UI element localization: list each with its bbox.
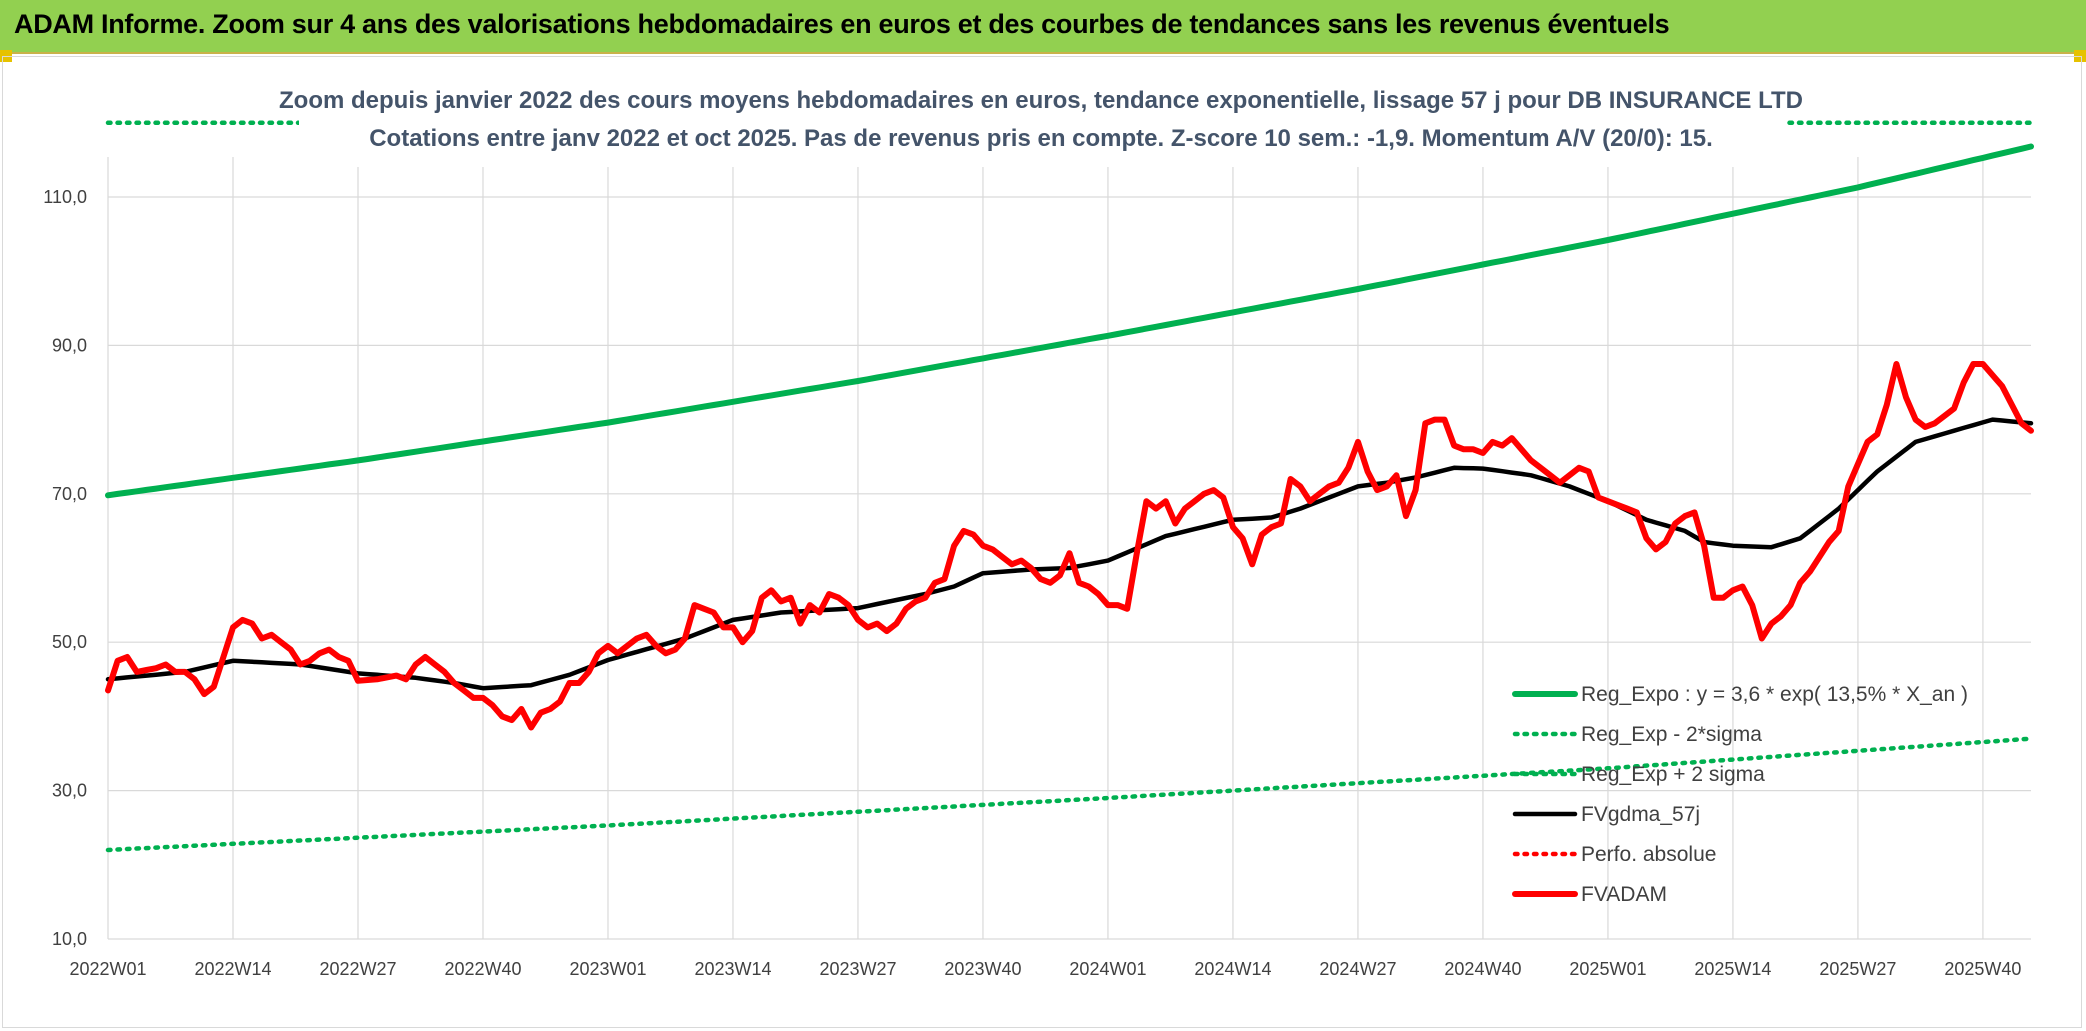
- series-line-3: [105, 417, 2034, 691]
- y-tick-label: 10,0: [52, 929, 87, 949]
- legend-label-3: FVgdma_57j: [1581, 803, 1700, 826]
- x-tick-label: 2022W27: [319, 959, 396, 979]
- chart-frame: 110,0 90,0 70,0 50,0 30,0 10,0 2022W01 2022W14…: [2, 56, 2082, 1028]
- legend-label-4: Perfo. absolue: [1581, 843, 1716, 866]
- gridlines: [108, 196, 2031, 940]
- x-tick-label: 2024W01: [1069, 959, 1146, 979]
- x-tick-label: 2023W27: [819, 959, 896, 979]
- legend-label-1: Reg_Exp - 2*sigma: [1581, 723, 1762, 746]
- y-tick-label: 30,0: [52, 781, 87, 801]
- x-tick-label: 2025W14: [1694, 959, 1771, 979]
- y-tick-label: 90,0: [52, 335, 87, 355]
- y-tick-label: 110,0: [43, 187, 87, 207]
- x-tick-label: 2024W40: [1444, 959, 1521, 979]
- x-tick-label: 2022W40: [444, 959, 521, 979]
- series-line-5: [105, 361, 2034, 731]
- title-background: [299, 79, 1785, 167]
- x-tick-label: 2024W27: [1319, 959, 1396, 979]
- x-tick-label: 2023W14: [694, 959, 771, 979]
- x-tick-label: 2023W01: [569, 959, 646, 979]
- legend-label-0: Reg_Expo : y = 3,6 * exp( 13,5% * X_an ): [1581, 683, 1968, 706]
- x-axis-ticks: 2022W01 2022W14 2022W27 2022W40 2023W01 2023W…: [69, 959, 2021, 979]
- chart-title: Zoom depuis janvier 2022 des cours moyen…: [279, 87, 1803, 114]
- vertical-gridlines: [107, 157, 1984, 939]
- y-tick-label: 50,0: [52, 632, 87, 652]
- legend-label-5: FVADAM: [1581, 883, 1667, 906]
- chart-subtitle: Cotations entre janv 2022 et oct 2025. P…: [369, 125, 1713, 152]
- legend-label-2: Reg_Exp + 2 sigma: [1581, 763, 1765, 786]
- x-tick-label: 2025W01: [1569, 959, 1646, 979]
- x-tick-label: 2024W14: [1194, 959, 1271, 979]
- x-tick-label: 2022W14: [194, 959, 271, 979]
- series-line-0: [105, 143, 2034, 499]
- series-line-1: [105, 736, 2034, 853]
- x-tick-label: 2025W40: [1944, 959, 2021, 979]
- report-title: ADAM Informe. Zoom sur 4 ans des valoris…: [14, 9, 1670, 39]
- x-tick-label: 2025W27: [1819, 959, 1896, 979]
- y-axis-ticks: 110,0 90,0 70,0 50,0 30,0 10,0: [43, 187, 87, 949]
- legend: Reg_Expo : y = 3,6 * exp( 13,5% * X_an )…: [1512, 683, 1968, 906]
- report-banner: ADAM Informe. Zoom sur 4 ans des valoris…: [0, 0, 2086, 54]
- x-tick-label: 2022W01: [69, 959, 146, 979]
- chart-svg: 110,0 90,0 70,0 50,0 30,0 10,0 2022W01 2022W14…: [43, 79, 2034, 979]
- chart-titles: Zoom depuis janvier 2022 des cours moyen…: [279, 79, 1803, 167]
- y-tick-label: 70,0: [52, 484, 87, 504]
- x-tick-label: 2023W40: [944, 959, 1021, 979]
